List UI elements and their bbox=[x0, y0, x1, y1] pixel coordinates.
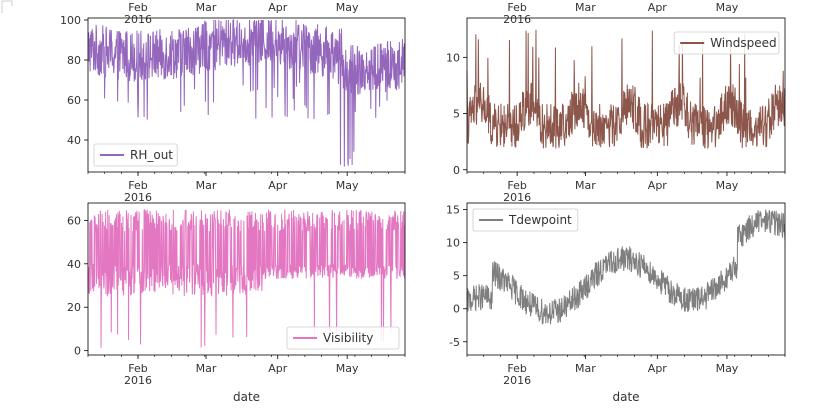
subplot-tdewpoint: -5 0 5 10 15 Feb Mar Apr May 2016 date Tdewpoint bbox=[446, 202, 786, 404]
x-tick-label: Apr bbox=[268, 179, 288, 192]
x-tick-label: Mar bbox=[196, 362, 217, 375]
series-line-visibility bbox=[87, 208, 406, 348]
legend-box bbox=[286, 326, 400, 350]
clipped-top-tick-label: Apr bbox=[648, 1, 668, 14]
y-tick-label: 10 bbox=[446, 237, 460, 250]
axes-frame bbox=[466, 202, 786, 356]
y-tick-label: 0 bbox=[453, 303, 460, 316]
x-tick-year-label: 2016 bbox=[503, 374, 531, 387]
x-tick-label: Feb bbox=[507, 179, 526, 192]
x-tick-label: Mar bbox=[196, 179, 217, 192]
legend-box bbox=[472, 208, 579, 232]
x-tick-label: Feb bbox=[128, 362, 147, 375]
axes-frame bbox=[87, 202, 406, 356]
clipped-top-tick-label: Feb bbox=[507, 1, 526, 14]
y-tick-label: 60 bbox=[67, 94, 81, 107]
clipped-top-tick-label: Feb bbox=[128, 1, 147, 14]
legend-label: RH_out bbox=[130, 148, 173, 162]
clipped-top-year-label: 2016 bbox=[124, 13, 152, 26]
x-tick-label: Mar bbox=[575, 179, 596, 192]
series-line-rh_out bbox=[87, 19, 406, 167]
clipped-top-tick-label: Mar bbox=[196, 1, 217, 14]
y-tick-label: 20 bbox=[67, 301, 81, 314]
x-axis-label: date bbox=[612, 390, 639, 404]
axes-frame bbox=[466, 17, 786, 173]
x-tick-label: May bbox=[716, 362, 739, 375]
clipped-top-tick-label: May bbox=[716, 1, 739, 14]
y-tick-label: 40 bbox=[67, 134, 81, 147]
y-tick-label: 10 bbox=[446, 51, 460, 64]
x-tick-label: May bbox=[336, 362, 359, 375]
x-axis-label: date bbox=[233, 390, 260, 404]
clipped-top-tick-label: Apr bbox=[268, 1, 288, 14]
clipped-top-tick-label: May bbox=[336, 1, 359, 14]
series-line-tdewpoint bbox=[466, 209, 786, 325]
x-tick-label: May bbox=[336, 179, 359, 192]
legend-box bbox=[673, 31, 780, 55]
y-tick-label: 15 bbox=[446, 204, 460, 217]
legend: RH_out bbox=[93, 143, 178, 167]
x-tick-label: Apr bbox=[648, 362, 668, 375]
legend: Tdewpoint bbox=[472, 208, 579, 232]
x-tick-label: Apr bbox=[648, 179, 668, 192]
x-tick-label: Apr bbox=[268, 362, 288, 375]
x-tick-year-label: 2016 bbox=[124, 374, 152, 387]
legend-label: Windspeed bbox=[710, 36, 776, 50]
x-tick-year-label: 2016 bbox=[124, 191, 152, 204]
x-tick-label: Mar bbox=[575, 362, 596, 375]
y-tick-label: 0 bbox=[453, 164, 460, 177]
legend: Windspeed bbox=[673, 31, 780, 55]
notebook-cell-output-icon bbox=[0, 0, 20, 24]
y-tick-label: 5 bbox=[453, 108, 460, 121]
y-tick-label: 40 bbox=[67, 258, 81, 271]
legend-label: Visibility bbox=[323, 331, 373, 345]
y-tick-label: 80 bbox=[67, 54, 81, 67]
series-line-windspeed bbox=[466, 29, 786, 150]
x-tick-label: Feb bbox=[507, 362, 526, 375]
y-tick-label: 100 bbox=[60, 14, 81, 27]
y-tick-label: 0 bbox=[74, 345, 81, 358]
subplot-visibility: 0 20 40 60 Feb Mar Apr May 2016 date Visibility bbox=[67, 202, 406, 404]
axes-frame bbox=[87, 17, 406, 173]
clipped-top-tick-label: Mar bbox=[575, 1, 596, 14]
x-tick-label: Feb bbox=[128, 179, 147, 192]
legend-label: Tdewpoint bbox=[508, 213, 572, 227]
legend-box bbox=[93, 143, 178, 167]
y-tick-label: 60 bbox=[67, 214, 81, 227]
legend: Visibility bbox=[286, 326, 400, 350]
y-tick-label: 5 bbox=[453, 270, 460, 283]
x-tick-year-label: 2016 bbox=[503, 191, 531, 204]
clipped-top-year-label: 2016 bbox=[503, 13, 531, 26]
x-tick-label: May bbox=[716, 179, 739, 192]
y-tick-label: -5 bbox=[449, 336, 460, 349]
